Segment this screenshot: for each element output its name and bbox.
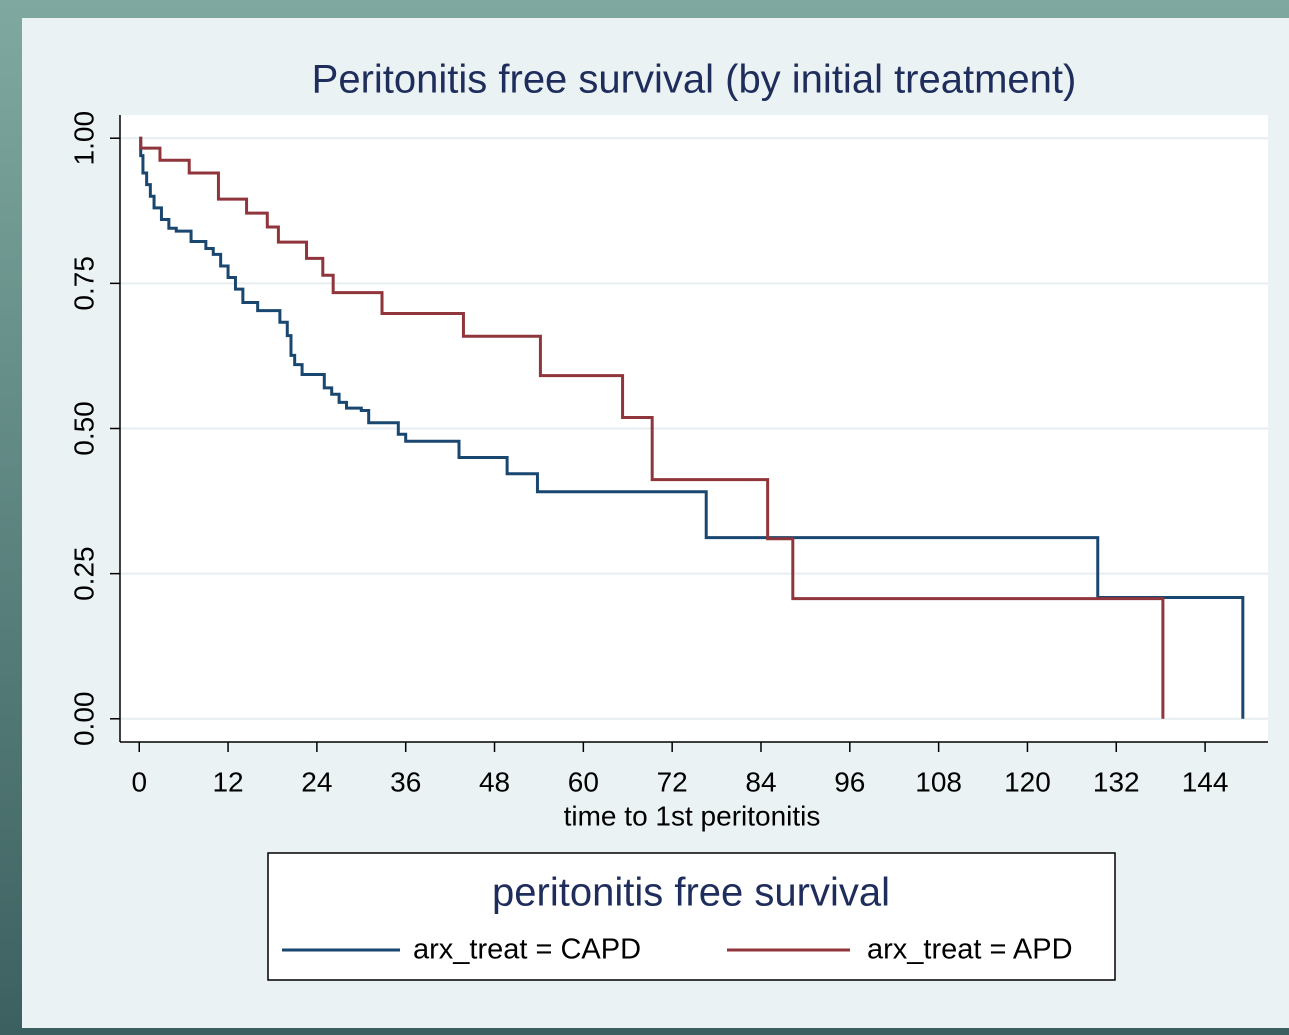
chart-title: Peritonitis free survival (by initial tr… <box>312 58 1077 102</box>
legend-title: peritonitis free survival <box>492 871 890 915</box>
x-tick-label: 0 <box>131 766 147 797</box>
legend-label: arx_treat = APD <box>867 934 1073 966</box>
x-tick-label: 24 <box>301 766 332 797</box>
x-tick-label: 84 <box>745 766 776 797</box>
x-tick-label: 48 <box>479 766 510 797</box>
x-tick-label: 108 <box>915 766 962 797</box>
legend-label: arx_treat = CAPD <box>413 934 641 966</box>
y-tick-label: 1.00 <box>68 111 99 166</box>
y-tick-label: 0.25 <box>68 546 99 601</box>
y-tick-label: 0.50 <box>68 401 99 456</box>
x-axis-label: time to 1st peritonitis <box>564 800 821 831</box>
x-tick-label: 12 <box>212 766 243 797</box>
x-tick-label: 120 <box>1004 766 1051 797</box>
x-tick-label: 72 <box>657 766 688 797</box>
x-tick-label: 132 <box>1093 766 1140 797</box>
survival-line <box>139 136 1165 719</box>
x-tick-label: 36 <box>390 766 421 797</box>
x-tick-label: 144 <box>1182 766 1229 797</box>
legend-box <box>267 852 1116 981</box>
x-tick-label: 96 <box>834 766 865 797</box>
survival-line <box>139 136 1245 719</box>
y-tick-label: 0.00 <box>68 692 99 747</box>
x-tick-label: 60 <box>568 766 599 797</box>
y-tick-label: 0.75 <box>68 256 99 311</box>
